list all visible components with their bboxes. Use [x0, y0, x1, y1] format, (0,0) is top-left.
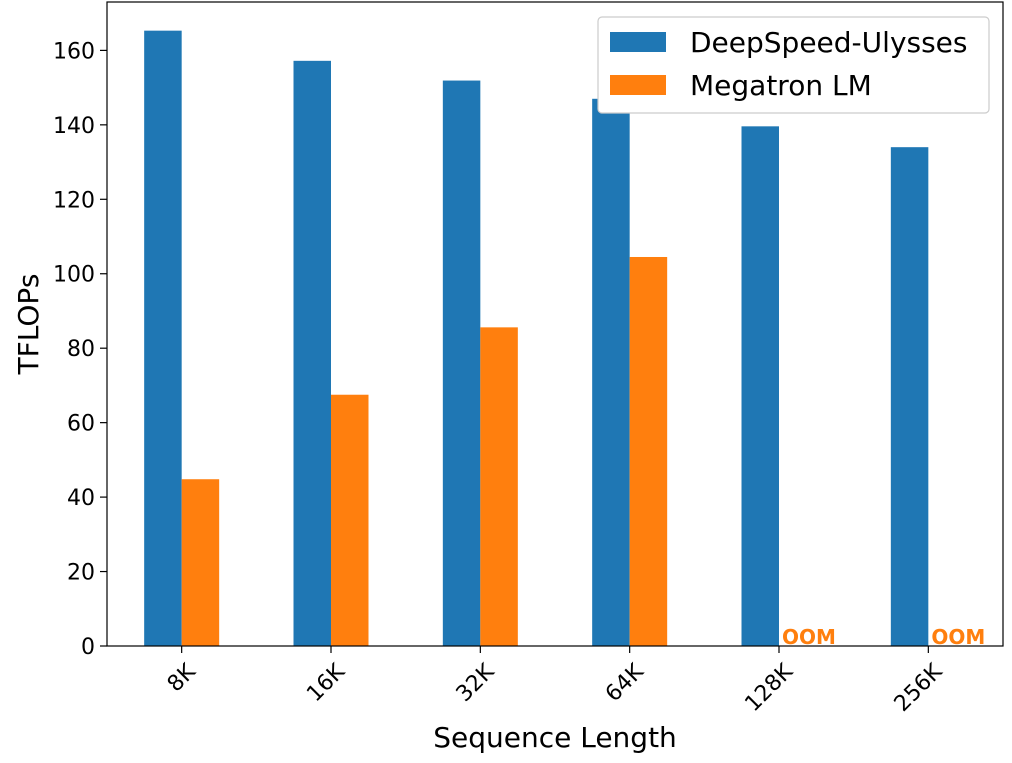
x-tick-label-16k: 16K: [302, 659, 350, 707]
bar-megatron-lm-64k: [629, 256, 668, 646]
y-tick-label-120: 120: [53, 188, 95, 213]
bar-deepspeed-ulysses-128k: [741, 126, 779, 646]
legend-box: [597, 16, 990, 114]
y-tick-label-60: 60: [67, 412, 95, 437]
y-tick-label-100: 100: [53, 263, 95, 288]
bar-megatron-lm-8k: [181, 479, 220, 646]
bar-megatron-lm-16k: [331, 394, 369, 646]
y-tick-label-80: 80: [67, 337, 95, 362]
bar-deepspeed-ulysses-16k: [293, 60, 331, 646]
legend: DeepSpeed-Ulysses Megatron LM: [597, 16, 990, 114]
y-ticks: 0 20 40 60 80 100 120 140 160: [53, 39, 107, 660]
bar-deepspeed-ulysses-32k: [442, 80, 481, 647]
bar-deepspeed-ulysses-8k: [144, 30, 182, 647]
legend-label-deepspeed-ulysses: DeepSpeed-Ulysses: [690, 26, 968, 59]
x-tick-label-64k: 64K: [601, 659, 649, 707]
bar-megatron-lm-32k: [480, 327, 518, 646]
x-ticks: 8K 16K 32K 64K 128K 256K: [163, 646, 948, 717]
legend-swatch-deepspeed-ulysses: [610, 32, 666, 52]
y-tick-label-140: 140: [53, 114, 95, 139]
bar-deepspeed-ulysses-64k: [592, 98, 630, 647]
x-tick-label-256k: 256K: [890, 659, 948, 717]
bar-deepspeed-ulysses-256k: [890, 147, 929, 646]
y-tick-label-160: 160: [53, 39, 95, 64]
y-tick-label-40: 40: [67, 486, 95, 511]
annotation-oom-128k: OOM: [782, 625, 836, 649]
plot-frame: [106, 1, 1004, 647]
x-tick-label-128k: 128K: [740, 659, 798, 717]
legend-swatch-megatron-lm: [610, 75, 666, 95]
annotations: OOM OOM: [782, 625, 985, 649]
y-axis-label: TFLOPs: [12, 274, 45, 376]
x-axis-label: Sequence Length: [433, 721, 677, 754]
legend-label-megatron-lm: Megatron LM: [690, 69, 872, 102]
x-tick-label-32k: 32K: [452, 659, 500, 707]
y-tick-label-0: 0: [81, 635, 95, 660]
x-tick-label-8k: 8K: [163, 659, 201, 697]
annotation-oom-256k: OOM: [931, 625, 985, 649]
y-tick-label-20: 20: [67, 561, 95, 586]
bars-layer: [144, 30, 929, 647]
axes-layer: [106, 1, 1004, 647]
